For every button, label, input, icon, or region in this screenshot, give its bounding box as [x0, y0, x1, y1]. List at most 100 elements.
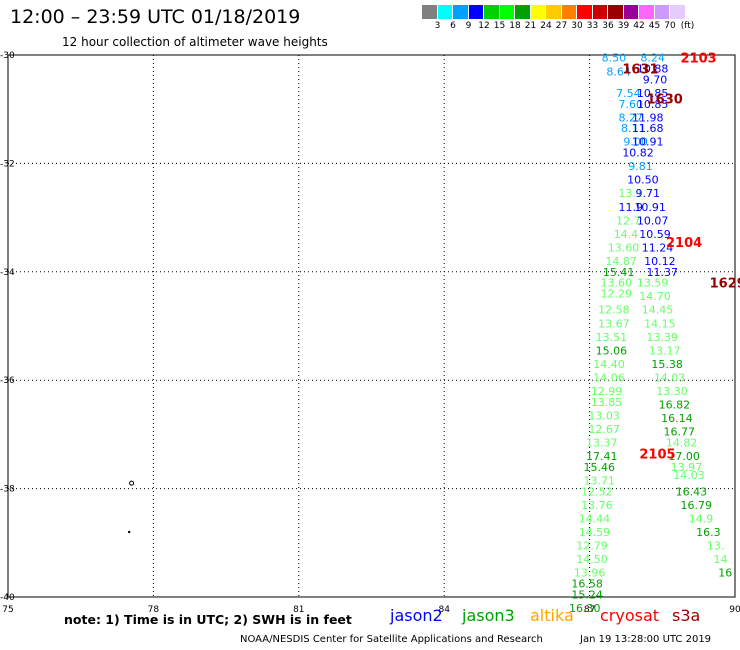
wave-height-value: 14.03 — [673, 469, 705, 482]
wave-height-value: 12.58 — [598, 304, 630, 317]
pass-time-label: 1631 — [622, 63, 658, 78]
color-scale-label: 45 — [648, 21, 661, 31]
wave-height-value: 13.85 — [591, 396, 623, 409]
wave-height-value: 15.06 — [596, 344, 628, 357]
color-scale-label: 15 — [493, 21, 506, 31]
wave-height-value: 10.59 — [639, 228, 671, 241]
color-swatch — [592, 5, 608, 19]
wave-height-value: 14.59 — [579, 526, 611, 539]
pass-time-label: 2103 — [681, 52, 717, 67]
color-scale-label: 39 — [617, 21, 630, 31]
legend-jason3: jason3 — [462, 606, 515, 625]
longitude-tick-label: 84 — [438, 605, 450, 615]
wave-height-value: 13.76 — [581, 499, 613, 512]
wave-height-value: 9.71 — [636, 187, 661, 200]
wave-height-value: 13.30 — [656, 385, 688, 398]
wave-height-value: 14 — [713, 553, 727, 566]
wave-height-value: 15.41 — [603, 266, 635, 279]
wave-height-value: 15.38 — [651, 358, 683, 371]
color-swatch — [654, 5, 670, 19]
wave-height-value: 12.67 — [588, 423, 620, 436]
wave-height-value: 14.4 — [614, 228, 639, 241]
wave-height-value: 16.43 — [676, 485, 708, 498]
color-scale-label: 27 — [555, 21, 568, 31]
color-scale-label: 6 — [450, 21, 456, 31]
color-scale-unit: (ft) — [680, 21, 695, 31]
wave-height-value: 16.30 — [569, 602, 601, 615]
wave-height-value: 14.50 — [576, 553, 608, 566]
color-scale-label: 9 — [465, 21, 472, 31]
longitude-tick-label: 75 — [2, 605, 13, 615]
color-swatch — [639, 5, 655, 19]
legend-jason2: jason2 — [390, 606, 443, 625]
wave-height-color-scale — [422, 5, 686, 19]
wave-height-value: 16.14 — [661, 412, 693, 425]
wave-height-value: 10.07 — [637, 214, 669, 227]
island-outline — [129, 480, 135, 486]
generated-timestamp: Jan 19 13:28:00 UTC 2019 — [580, 634, 712, 645]
wave-height-value: 13.97 — [671, 461, 703, 474]
wave-height-value: 12.79 — [576, 540, 608, 553]
wave-height-value: 8.24 — [640, 52, 665, 65]
chart-title: 12:00 – 23:59 UTC 01/18/2019 — [10, 6, 301, 28]
wave-height-value: 8.64 — [606, 65, 631, 78]
color-swatch — [561, 5, 577, 19]
color-swatch — [453, 5, 469, 19]
pass-time-label: 2104 — [666, 236, 702, 251]
wave-height-value: 14.06 — [593, 371, 625, 384]
latitude-tick-label: -40 — [0, 593, 15, 603]
color-swatch — [670, 5, 686, 19]
wave-height-value: 13.39 — [647, 331, 679, 344]
wave-height-value: 10.85 — [637, 87, 669, 100]
color-scale-label: 18 — [509, 21, 521, 31]
latitude-tick-label: -34 — [0, 268, 15, 278]
wave-height-value: 17.41 — [586, 450, 618, 463]
wave-height-value: 7.54 — [616, 87, 641, 100]
wave-height-value: 13.03 — [588, 409, 620, 422]
latitude-tick-label: -32 — [0, 159, 15, 169]
wave-height-value: 13. — [707, 540, 725, 553]
color-scale-label: 30 — [571, 21, 583, 31]
wave-height-value: 14.03 — [654, 371, 686, 384]
wave-height-value: 12.7 — [616, 214, 641, 227]
wave-height-value: 10.82 — [622, 147, 654, 160]
legend-s3a: s3a — [672, 606, 701, 625]
wave-height-value: 14.87 — [605, 255, 637, 268]
color-scale-label: 70 — [664, 21, 676, 31]
color-scale-label: 3 — [434, 21, 441, 31]
map-frame — [7, 54, 736, 598]
longitude-tick-label: 78 — [148, 605, 160, 615]
color-swatch — [484, 5, 500, 19]
wave-height-value: 7.60 — [619, 98, 644, 111]
wave-height-value: 17.00 — [668, 450, 700, 463]
pass-time-label: 1629 — [710, 277, 740, 292]
color-swatch — [437, 5, 453, 19]
color-scale-label: 33 — [586, 21, 599, 31]
wave-height-value: 14.15 — [644, 317, 676, 330]
wave-height-value: 14.45 — [642, 304, 674, 317]
latitude-tick-label: -38 — [0, 485, 15, 495]
wave-height-value: 10.91 — [634, 201, 666, 214]
island-dot — [127, 530, 131, 534]
wave-height-value: 13.96 — [574, 567, 606, 580]
wave-height-value: 14.70 — [639, 290, 671, 303]
color-scale-labels: 3 6 9 12 15 18 21 24 27 30 33 36 39 42 45 70 (ft) — [422, 21, 732, 33]
color-scale-label: 36 — [602, 21, 614, 31]
wave-height-value: 16.3 — [696, 526, 721, 539]
pass-time-label: 2105 — [639, 447, 675, 462]
credit-text: NOAA/NESDIS Center for Satellite Applica… — [240, 634, 543, 645]
color-swatch — [577, 5, 593, 19]
wave-height-value: 10.12 — [644, 255, 676, 268]
wave-height-value: 16 — [718, 567, 732, 580]
legend-cryosat: cryosat — [600, 606, 660, 625]
wave-height-value: 15.24 — [571, 588, 603, 601]
latitude-tick-label: -30 — [0, 51, 15, 61]
wave-height-value: 8.27 — [619, 111, 644, 124]
wave-height-value: 12.29 — [601, 287, 633, 300]
wave-height-value: 13.60 — [601, 277, 633, 290]
wave-height-value: 8.11 — [621, 122, 646, 135]
wave-height-value: 14.40 — [593, 358, 625, 371]
wave-height-value: 11.98 — [632, 111, 664, 124]
wave-height-value: 10.91 — [632, 136, 664, 149]
